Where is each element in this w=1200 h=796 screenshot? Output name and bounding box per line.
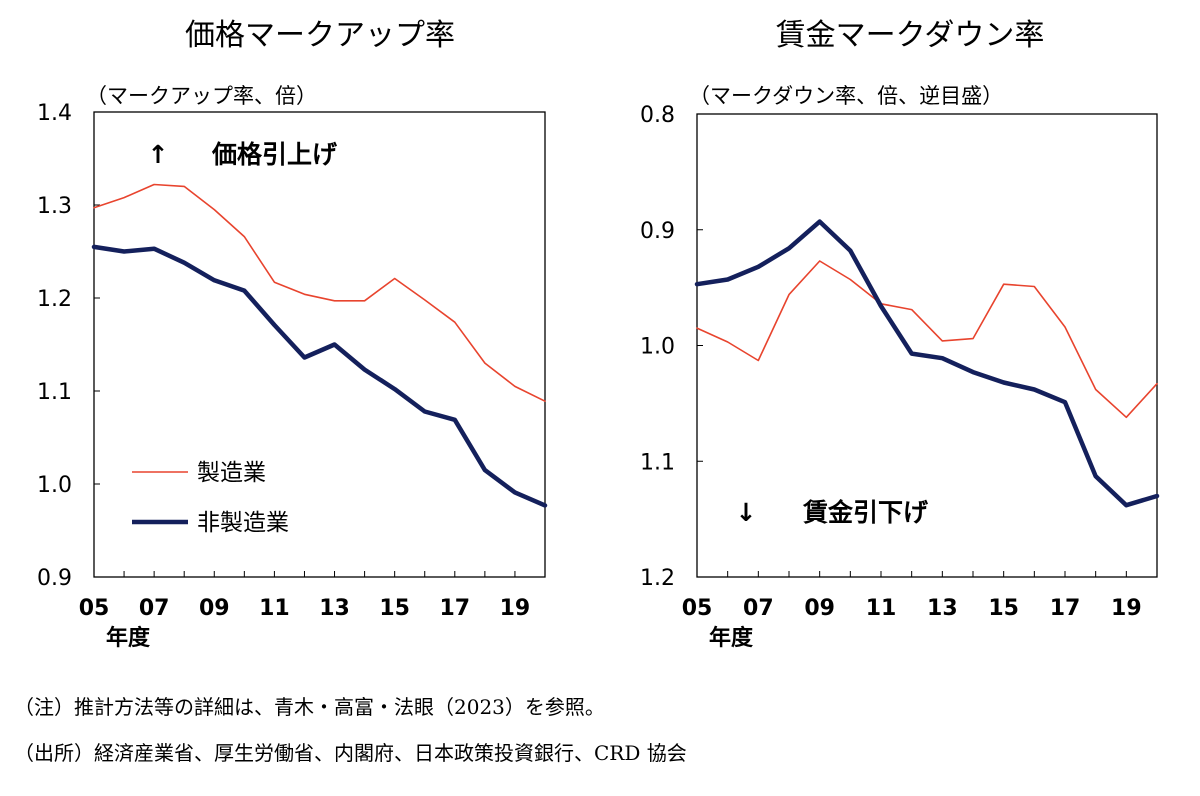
annotation-text: 賃金引下げ (802, 498, 929, 527)
y-tick-label: 1.4 (37, 101, 72, 126)
x-tick-label: 07 (743, 596, 774, 621)
series-line-non-manufacturing (91, 244, 548, 508)
y-tick-label: 1.1 (640, 450, 675, 475)
x-tick-label: 11 (259, 596, 290, 621)
x-axis-label: 年度 (709, 625, 754, 651)
series-line-manufacturing (93, 183, 546, 403)
x-axis-label: 年度 (106, 625, 151, 651)
legend-label: 製造業 (197, 460, 266, 486)
series-line-manufacturing (696, 260, 1158, 419)
annotation-arrow: ↑ (148, 140, 169, 169)
x-tick-label: 11 (866, 596, 897, 621)
x-tick-label: 05 (79, 596, 110, 621)
x-tick-label: 15 (988, 596, 1019, 621)
y-tick-label: 1.0 (37, 473, 72, 498)
x-tick-label: 19 (500, 596, 531, 621)
chart-title: 価格マークアップ率 (185, 18, 455, 53)
legend-label: 非製造業 (197, 510, 289, 536)
x-tick-label: 09 (804, 596, 835, 621)
x-tick-label: 17 (439, 596, 470, 621)
x-tick-label: 13 (319, 596, 350, 621)
footnote-note: （注）推計方法等の詳細は、青木・高富・法眼（2023）を参照。 (14, 695, 605, 719)
y-tick-label: 0.9 (37, 566, 72, 591)
x-tick-label: 09 (199, 596, 230, 621)
chart-1: 価格マークアップ率 （マークアップ率、倍） 1.4 1.3 1.2 1.1 1.0 0.9 05… (37, 18, 548, 651)
annotation-text: 価格引上げ (211, 140, 338, 169)
chart-2: 賃金マークダウン率 （マークダウン率、倍、逆目盛） 0.8 0.9 1.0 1.1 1.2 0… (640, 18, 1160, 651)
y-tick-label: 1.0 (640, 335, 675, 360)
y-tick-label: 0.8 (640, 103, 675, 128)
x-tick-label: 13 (927, 596, 958, 621)
y-tick-label: 1.1 (37, 380, 72, 405)
x-tick-label: 19 (1111, 596, 1142, 621)
x-tick-label: 17 (1050, 596, 1081, 621)
x-tick-label: 07 (139, 596, 170, 621)
y-tick-label: 1.2 (640, 566, 675, 591)
y-tick-label: 1.2 (37, 287, 72, 312)
y-tick-label: 0.9 (640, 219, 675, 244)
chart-title: 賃金マークダウン率 (776, 18, 1045, 53)
plot-frame (93, 111, 546, 578)
y-tick-label: 1.3 (37, 194, 72, 219)
annotation-arrow: ↓ (736, 498, 757, 527)
y-unit-label: （マークアップ率、倍） (86, 84, 317, 108)
x-tick-label: 15 (379, 596, 410, 621)
footnote-source: （出所）経済産業省、厚生労働省、内閣府、日本政策投資銀行、CRD 協会 (14, 741, 687, 765)
y-unit-label: （マークダウン率、倍、逆目盛） (689, 84, 1003, 108)
series-line-non-manufacturing (694, 219, 1160, 508)
x-tick-label: 05 (682, 596, 713, 621)
